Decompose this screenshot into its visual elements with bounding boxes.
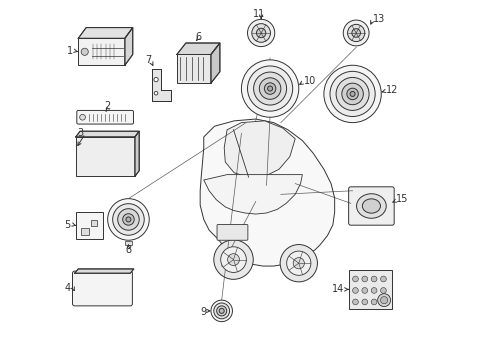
Circle shape <box>220 247 246 273</box>
Polygon shape <box>135 131 139 176</box>
Polygon shape <box>204 175 302 214</box>
Ellipse shape <box>357 194 386 218</box>
Circle shape <box>353 276 358 282</box>
Circle shape <box>330 71 375 117</box>
Circle shape <box>80 114 85 120</box>
Circle shape <box>228 254 240 266</box>
Circle shape <box>293 258 304 269</box>
Text: 5: 5 <box>64 220 71 230</box>
Text: 7: 7 <box>145 55 151 65</box>
Circle shape <box>118 209 139 230</box>
Circle shape <box>381 299 386 305</box>
Polygon shape <box>200 119 335 266</box>
Circle shape <box>350 91 355 96</box>
FancyBboxPatch shape <box>177 54 211 83</box>
Circle shape <box>219 309 224 314</box>
Circle shape <box>280 244 318 282</box>
Polygon shape <box>76 131 139 137</box>
Text: 14: 14 <box>332 284 344 294</box>
Polygon shape <box>152 69 172 101</box>
FancyBboxPatch shape <box>349 187 394 225</box>
Circle shape <box>353 299 358 305</box>
Circle shape <box>254 72 287 105</box>
Polygon shape <box>177 43 220 54</box>
FancyBboxPatch shape <box>73 271 132 306</box>
Circle shape <box>381 288 386 293</box>
Circle shape <box>381 297 388 304</box>
Circle shape <box>108 199 149 240</box>
Circle shape <box>217 306 227 316</box>
Circle shape <box>214 303 230 319</box>
Polygon shape <box>74 269 134 273</box>
FancyBboxPatch shape <box>125 241 132 244</box>
Circle shape <box>122 214 134 225</box>
FancyBboxPatch shape <box>78 39 125 65</box>
Text: 10: 10 <box>304 76 317 86</box>
Polygon shape <box>125 28 133 65</box>
Circle shape <box>211 300 232 321</box>
Circle shape <box>81 48 88 55</box>
Text: 8: 8 <box>125 245 131 255</box>
Circle shape <box>362 288 368 293</box>
Circle shape <box>268 86 272 91</box>
Circle shape <box>247 19 275 46</box>
Circle shape <box>378 294 391 307</box>
Circle shape <box>259 78 281 99</box>
Circle shape <box>256 28 266 38</box>
Circle shape <box>324 65 381 123</box>
Text: 9: 9 <box>200 307 207 316</box>
Circle shape <box>154 91 158 95</box>
Circle shape <box>214 240 253 279</box>
Circle shape <box>347 24 365 41</box>
Text: 15: 15 <box>396 194 409 204</box>
Circle shape <box>352 29 361 37</box>
Polygon shape <box>224 121 295 177</box>
Ellipse shape <box>362 199 380 213</box>
Circle shape <box>265 83 276 94</box>
FancyBboxPatch shape <box>349 270 392 309</box>
Text: 6: 6 <box>196 32 201 41</box>
Circle shape <box>252 24 270 42</box>
Circle shape <box>353 288 358 293</box>
Text: 4: 4 <box>64 283 71 293</box>
Circle shape <box>371 276 377 282</box>
Polygon shape <box>78 28 133 39</box>
FancyBboxPatch shape <box>76 212 103 239</box>
Text: 11: 11 <box>253 9 266 19</box>
Circle shape <box>113 204 144 235</box>
FancyBboxPatch shape <box>81 228 89 235</box>
Circle shape <box>247 66 293 111</box>
Circle shape <box>343 20 369 46</box>
Text: 13: 13 <box>373 14 386 24</box>
Text: 2: 2 <box>104 102 110 112</box>
Circle shape <box>242 60 299 117</box>
Circle shape <box>336 77 369 111</box>
Circle shape <box>371 299 377 305</box>
Circle shape <box>362 276 368 282</box>
Text: 3: 3 <box>77 129 84 138</box>
Circle shape <box>362 299 368 305</box>
Text: 1: 1 <box>67 46 73 56</box>
Circle shape <box>347 88 358 100</box>
Circle shape <box>126 217 131 222</box>
FancyBboxPatch shape <box>77 111 133 124</box>
FancyBboxPatch shape <box>91 220 97 226</box>
Circle shape <box>287 251 311 275</box>
Circle shape <box>342 83 364 105</box>
FancyBboxPatch shape <box>217 225 248 240</box>
Text: 12: 12 <box>386 85 398 95</box>
FancyBboxPatch shape <box>76 137 135 176</box>
Circle shape <box>381 276 386 282</box>
Circle shape <box>154 77 158 82</box>
Circle shape <box>371 288 377 293</box>
Polygon shape <box>211 43 220 83</box>
